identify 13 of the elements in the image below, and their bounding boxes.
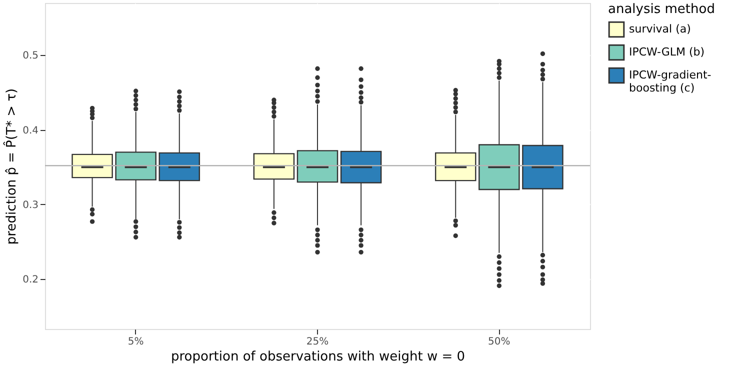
x-tick-label: 50% — [488, 336, 510, 348]
legend-title: analysis method — [608, 2, 715, 17]
y-axis-title: prediction p̂ = P̂(T* > τ) — [3, 88, 20, 245]
legend-label: IPCW-gradient-boosting (c) — [629, 68, 712, 94]
x-axis-title: proportion of observations with weight w = 0 — [170, 350, 466, 364]
x-tick-label: 25% — [306, 336, 329, 348]
y-tick-label: 0.2 — [22, 274, 38, 286]
y-tick-label: 0.5 — [22, 50, 38, 62]
y-tick-label: 0.4 — [22, 125, 38, 136]
x-tick-label: 5% — [128, 336, 144, 348]
legend-label: IPCW-GLM (b) — [629, 46, 705, 58]
y-tick-label: 0.3 — [22, 200, 38, 211]
legend-label: survival (a) — [629, 22, 691, 36]
